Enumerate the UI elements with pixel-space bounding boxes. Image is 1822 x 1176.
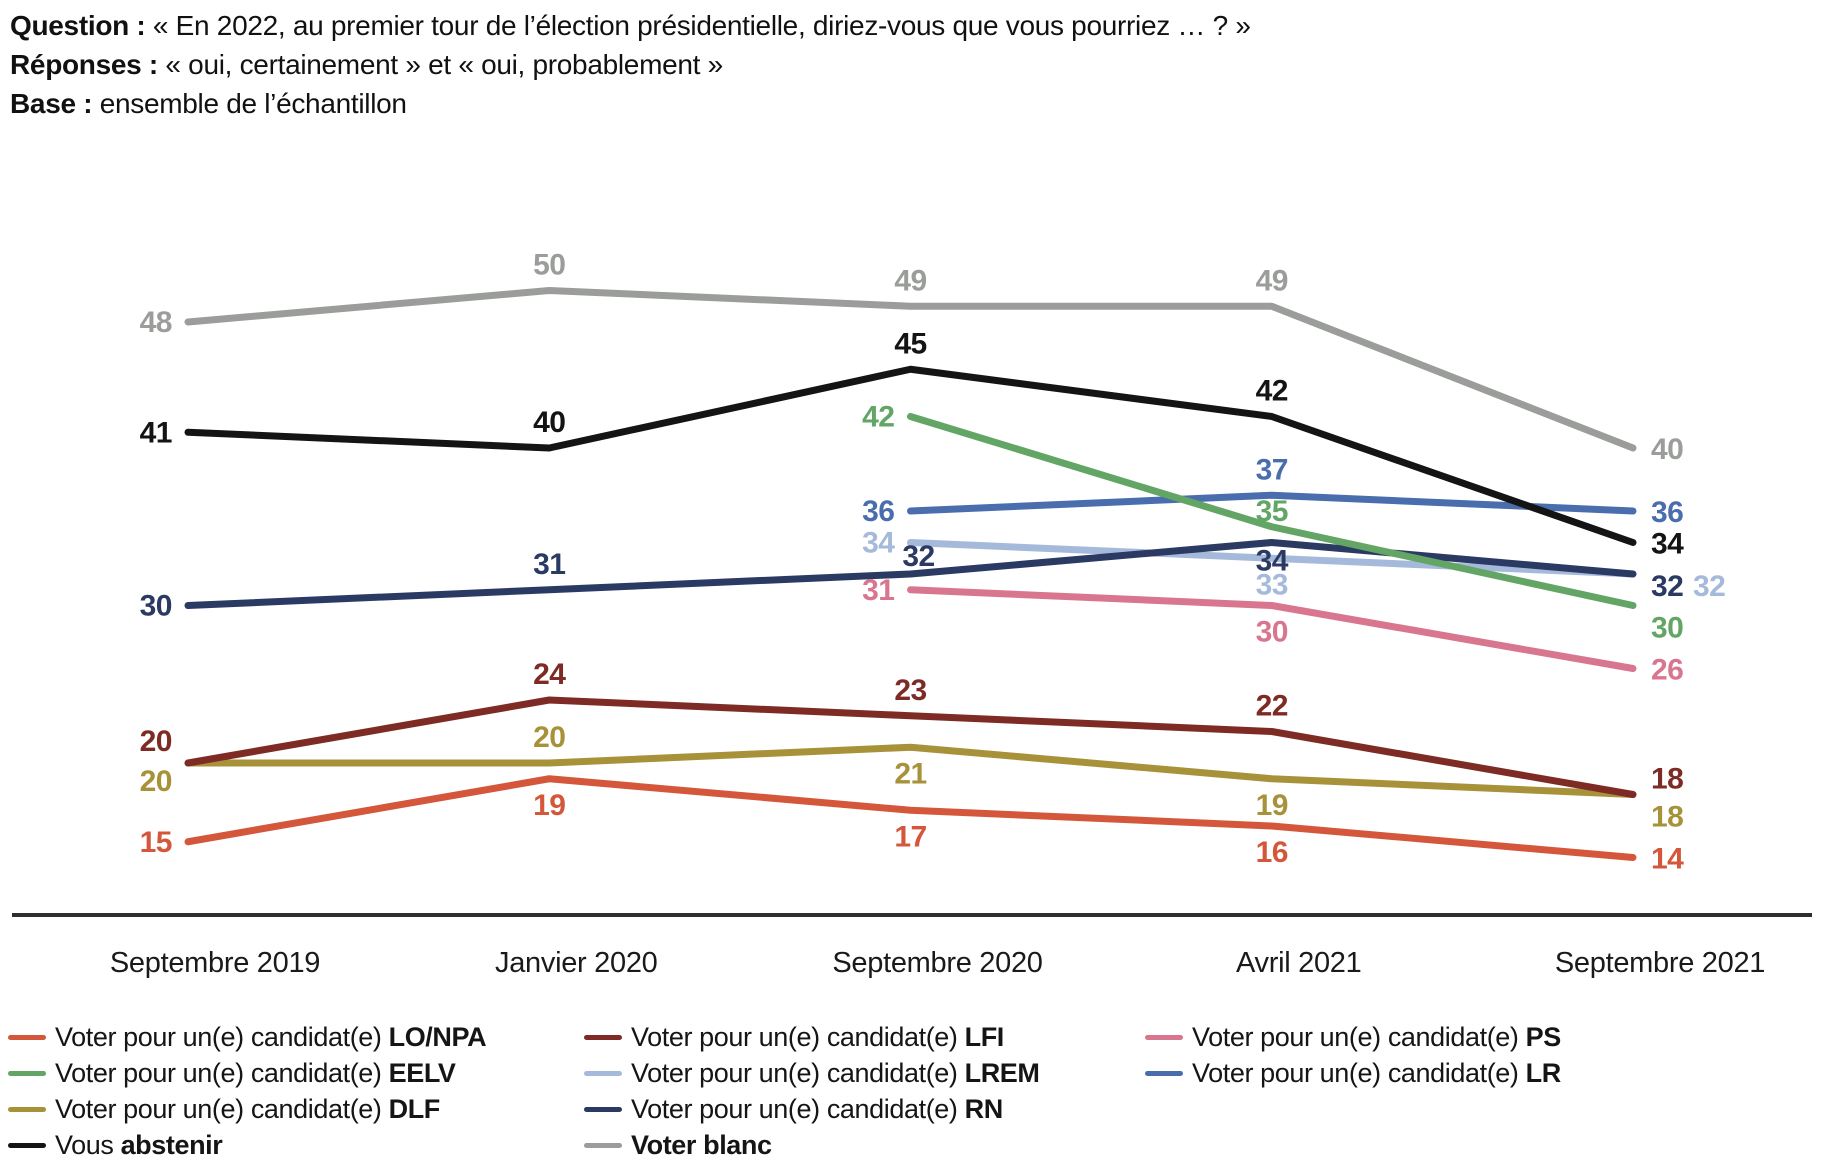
value-label-lr-2: 36 [862,495,894,528]
value-label-blanc-2: 49 [894,264,926,297]
legend-swatch-dlf [8,1106,46,1112]
legend-swatch-eelv [8,1070,46,1076]
legend-label-lrem: Voter pour un(e) candidat(e) LREM [631,1057,1040,1088]
value-label-ps-4: 26 [1651,654,1683,687]
question-label: Question : [10,10,146,41]
legend-item-eelv: Voter pour un(e) candidat(e) EELV [8,1057,456,1089]
x-axis-label-4: Septembre 2021 [1555,947,1765,979]
legend-label-ps: Voter pour un(e) candidat(e) PS [1192,1021,1561,1052]
x-axis-label-1: Janvier 2020 [495,947,657,979]
value-label-lfi-1: 24 [533,658,566,691]
value-label-lfi-4: 18 [1651,763,1683,796]
value-label-blanc-4: 40 [1651,433,1683,466]
header-responses-line: Réponses : « oui, certainement » et « ou… [10,45,1251,84]
header: Question : « En 2022, au premier tour de… [10,6,1251,123]
x-axis-label-3: Avril 2021 [1236,947,1361,979]
series-line-lr [907,491,1637,515]
legend-swatch-lrem [584,1070,622,1076]
legend-label-blanc: Voter blanc [631,1129,772,1160]
value-label-abstenir-4: 34 [1651,528,1684,561]
x-axis-label-0: Septembre 2019 [110,947,320,979]
value-label-lrem-2: 34 [862,527,895,560]
value-label-lr-3: 37 [1256,453,1288,486]
legend-item-ps: Voter pour un(e) candidat(e) PS [1145,1021,1561,1053]
value-label-lo_npa-1: 19 [533,789,565,822]
series-line-eelv [907,413,1637,609]
value-label-abstenir-2: 45 [894,327,926,360]
legend-swatch-blanc [584,1142,622,1148]
value-label-eelv-4: 30 [1651,612,1683,645]
x-axis-label-2: Septembre 2020 [832,947,1042,979]
value-label-ps-2: 31 [862,574,894,607]
legend-item-lo_npa: Voter pour un(e) candidat(e) LO/NPA [8,1021,487,1053]
value-label-blanc-3: 49 [1256,264,1288,297]
legend-label-lfi: Voter pour un(e) candidat(e) LFI [631,1021,1004,1052]
series-line-dlf [184,743,1637,798]
legend-item-dlf: Voter pour un(e) candidat(e) DLF [8,1093,440,1125]
value-label-abstenir-1: 40 [533,406,565,439]
legend-swatch-lr [1145,1070,1183,1076]
series-line-ps [907,586,1637,672]
legend-swatch-lo_npa [8,1034,46,1040]
value-label-dlf-3: 19 [1256,789,1288,822]
question-text: « En 2022, au premier tour de l’élection… [145,10,1251,41]
legend-label-lr: Voter pour un(e) candidat(e) LR [1192,1057,1561,1088]
value-label-dlf-4: 18 [1651,801,1683,834]
series-line-abstenir [184,365,1637,546]
responses-label: Réponses : [10,49,158,80]
value-label-lr-4: 36 [1651,496,1683,529]
legend-item-lrem: Voter pour un(e) candidat(e) LREM [584,1057,1040,1089]
value-label-lrem-4: 32 [1693,570,1725,603]
value-label-rn-2: 32 [902,540,934,573]
legend-item-abstenir: Vous abstenir [8,1129,223,1161]
value-label-blanc-0: 48 [140,306,172,339]
value-label-dlf-0: 20 [140,765,172,798]
value-label-lo_npa-3: 16 [1256,836,1288,869]
value-label-abstenir-3: 42 [1256,375,1288,408]
value-label-lrem-3: 33 [1256,568,1288,601]
value-label-lfi-3: 22 [1256,690,1288,723]
value-label-dlf-1: 20 [533,721,565,754]
series-line-lrem [907,539,1637,578]
responses-text: « oui, certainement » et « oui, probable… [157,49,723,80]
value-label-abstenir-0: 41 [140,416,172,449]
value-label-rn-0: 30 [140,590,172,623]
value-label-blanc-1: 50 [533,249,565,282]
value-label-lo_npa-2: 17 [894,820,926,853]
value-label-rn-1: 31 [533,548,565,581]
legend-swatch-lfi [584,1034,622,1040]
value-label-lo_npa-4: 14 [1651,843,1684,876]
legend-label-lo_npa: Voter pour un(e) candidat(e) LO/NPA [55,1021,487,1052]
base-text: ensemble de l’échantillon [92,88,407,119]
legend-label-abstenir: Vous abstenir [55,1129,223,1160]
legend-swatch-abstenir [8,1142,46,1148]
legend-label-eelv: Voter pour un(e) candidat(e) EELV [55,1057,456,1088]
value-label-lfi-0: 20 [140,725,172,758]
legend-item-blanc: Voter blanc [584,1129,772,1161]
series-line-lfi [184,696,1637,798]
series-line-blanc [184,287,1637,452]
legend-swatch-rn [584,1106,622,1112]
value-label-rn-4: 32 [1651,570,1683,603]
value-label-dlf-2: 21 [894,757,926,790]
value-label-lo_npa-0: 15 [140,826,172,859]
legend-label-rn: Voter pour un(e) candidat(e) RN [631,1093,1003,1124]
value-label-eelv-3: 35 [1256,495,1288,528]
value-label-lfi-2: 23 [894,674,926,707]
header-question-line: Question : « En 2022, au premier tour de… [10,6,1251,45]
legend-label-dlf: Voter pour un(e) candidat(e) DLF [55,1093,440,1124]
value-label-rn-3: 34 [1256,545,1289,578]
legend-item-lr: Voter pour un(e) candidat(e) LR [1145,1057,1561,1089]
legend-swatch-ps [1145,1034,1183,1040]
series-line-lo_npa [184,775,1637,861]
legend-item-lfi: Voter pour un(e) candidat(e) LFI [584,1021,1004,1053]
base-label: Base : [10,88,93,119]
header-base-line: Base : ensemble de l’échantillon [10,84,1251,123]
value-label-ps-3: 30 [1256,616,1288,649]
legend-item-rn: Voter pour un(e) candidat(e) RN [584,1093,1003,1125]
value-label-eelv-2: 42 [862,401,894,434]
